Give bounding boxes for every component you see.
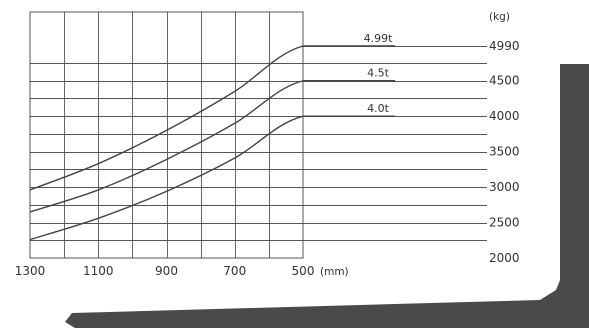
y-axis-ticks: 2000 2500 3000 3500 4000 4500 4990 [489, 39, 520, 265]
y-tick-label: 3000 [489, 180, 520, 194]
series-line [29, 115, 396, 241]
fork-silhouette-icon [65, 64, 589, 328]
x-tick-label: 1300 [15, 264, 46, 278]
series-label: 4.99t [364, 32, 393, 45]
series-line [29, 45, 396, 191]
y-tick-label: 3500 [489, 145, 520, 159]
y-tick-label: 2000 [489, 251, 520, 265]
series-lines [29, 45, 396, 241]
series-line [29, 80, 396, 213]
y-tick-label: 4500 [489, 74, 520, 88]
y-tick-label: 4990 [489, 39, 520, 53]
x-axis-ticks: 1300 1100 900 700 500 [15, 264, 315, 278]
y-tick-label: 2500 [489, 216, 520, 230]
y-axis-unit: (kg) [489, 11, 510, 23]
x-tick-label: 500 [292, 264, 315, 278]
x-tick-label: 700 [223, 264, 246, 278]
x-tick-label: 1100 [83, 264, 114, 278]
y-tick-label: 4000 [489, 109, 520, 123]
x-tick-label: 900 [155, 264, 178, 278]
x-axis-unit: (mm) [320, 266, 349, 278]
plot-frame [29, 11, 304, 259]
series-label: 4.0t [367, 102, 389, 115]
series-labels: 4.99t 4.5t 4.0t [364, 32, 393, 115]
grid [29, 11, 487, 259]
series-label: 4.5t [367, 67, 389, 80]
